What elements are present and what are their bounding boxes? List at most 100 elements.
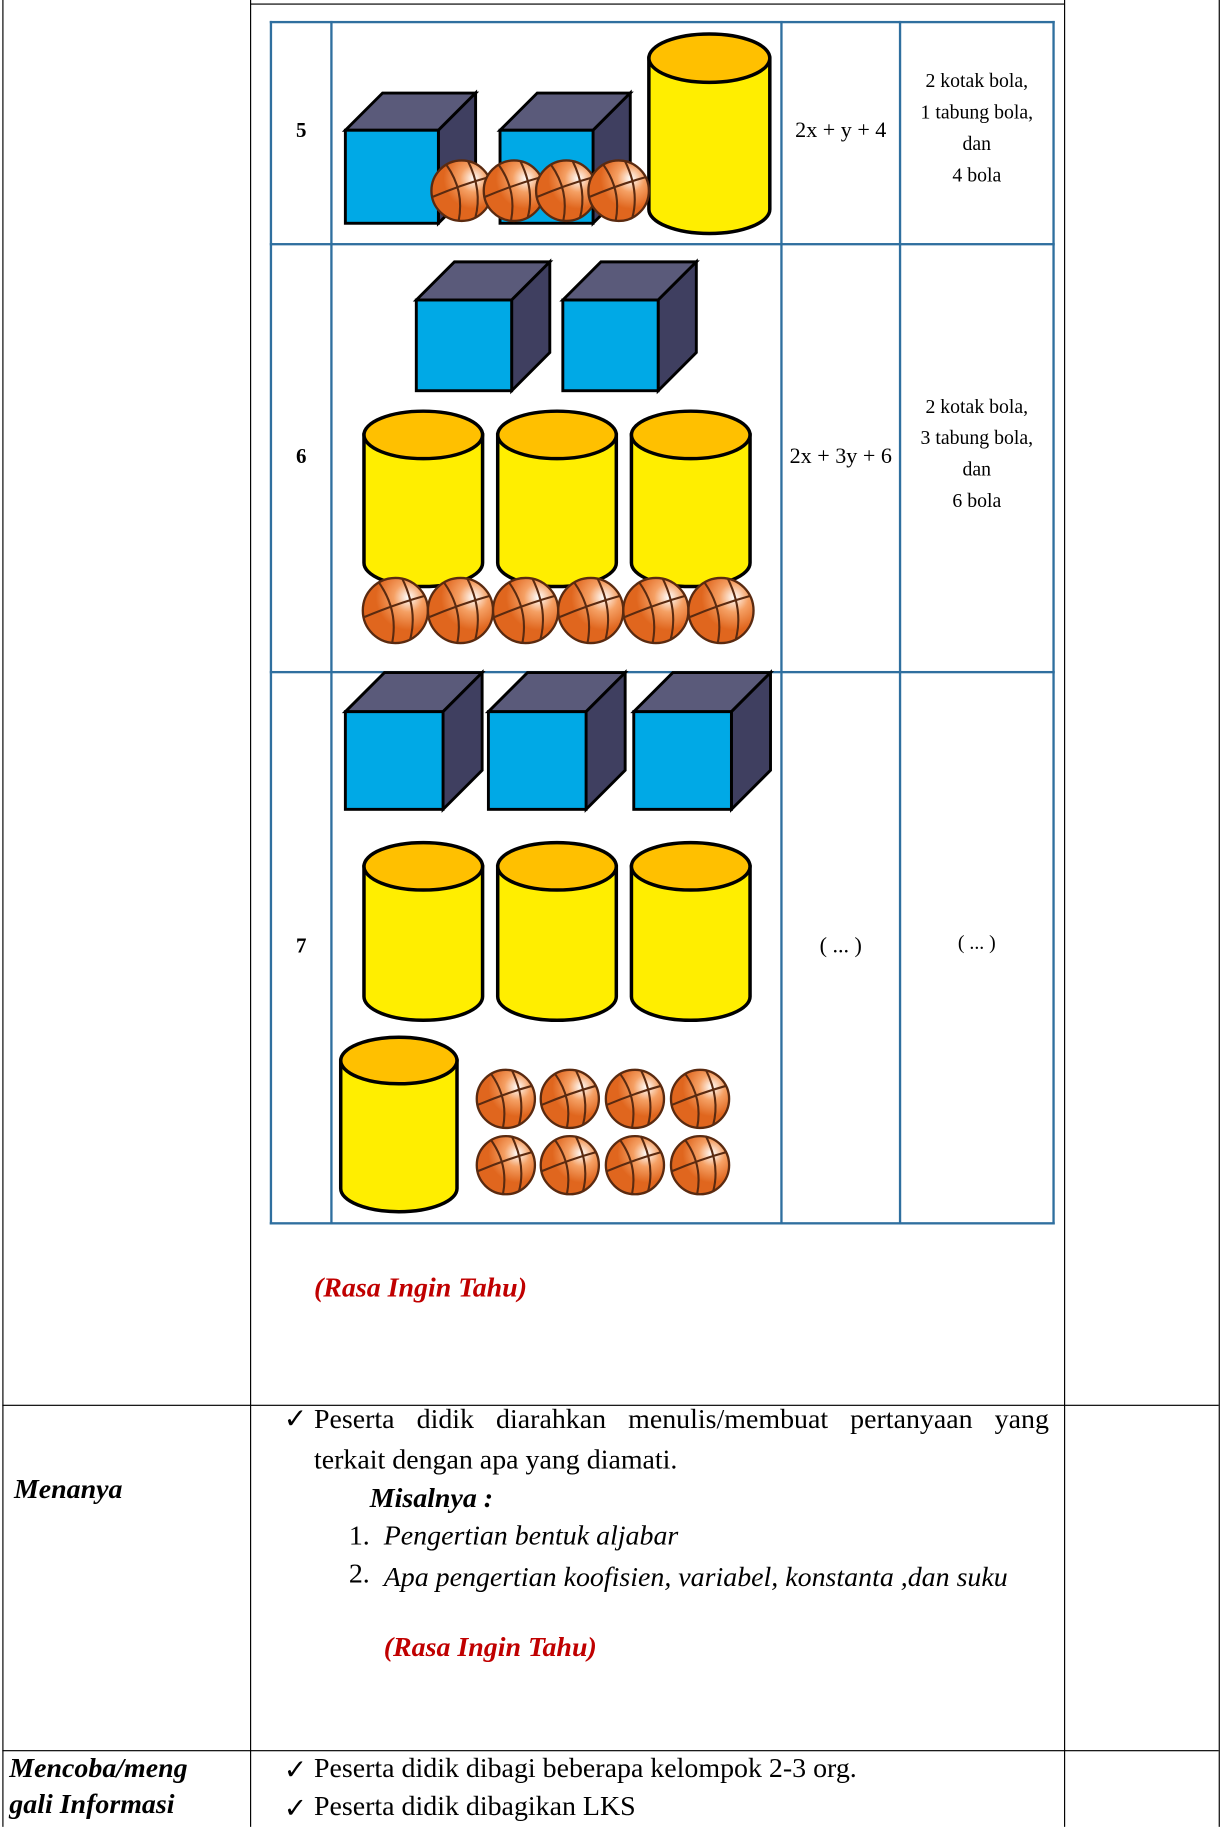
inner-border [269,20,1055,24]
cube-front [632,710,733,811]
ball-seam [494,577,556,644]
border [1064,0,1066,1827]
cube-front [486,710,588,811]
inner-border [269,20,273,1225]
cylinder-body [362,433,485,589]
description: 2 kotak bola, [925,394,1029,417]
cylinder-body [362,864,485,1023]
cylinder-top [495,409,619,461]
inner-border [269,1222,1055,1225]
description: ( ... ) [957,931,996,954]
ball [491,576,560,645]
ball [426,576,495,645]
ball-seam [559,577,621,644]
cube-front [343,128,440,225]
ball-seam [606,1135,662,1195]
border [250,3,1065,5]
ball-seam [429,577,491,644]
list-item: Pengertian bentuk aljabar [383,1521,679,1552]
expression: 2x + 3y + 6 [789,444,892,469]
stage-label: Menanya [13,1474,123,1505]
ball [622,576,690,645]
ball-seam [484,160,542,222]
cylinder-body [629,433,752,589]
row-number: 7 [295,933,307,958]
cube-front [414,298,514,393]
inner-border [780,20,783,1225]
stage-label: gali Informasi [9,1789,175,1820]
ball-seam [606,1069,662,1129]
inner-border [1052,20,1055,1225]
description: dan [962,131,992,155]
list-number: 1. [348,1521,370,1552]
ball-seam [689,577,751,644]
ball [587,159,651,223]
stage-label: Mencoba/meng [9,1753,188,1784]
ball-seam [537,160,594,222]
ball [669,1134,731,1196]
note: (Rasa Ingin Tahu) [313,1273,527,1304]
example-label: Misalnya : [369,1483,494,1515]
border [2,0,4,1827]
cube-front [561,298,660,393]
description: 6 bola [952,488,1002,512]
expression: 2x + y + 4 [795,118,887,144]
ball-seam [477,1135,533,1195]
ball [361,576,430,645]
ball-seam [541,1135,597,1195]
description: 2 kotak bola, [925,69,1029,92]
ball [557,576,625,645]
cube-front [343,710,445,811]
inner-border [898,20,902,1225]
expression: ( ... ) [819,933,862,959]
ball [687,576,755,645]
cylinder-body [338,1058,459,1214]
ball-seam [672,1069,727,1129]
inner-border [269,670,1055,674]
cylinder-top [338,1035,459,1086]
border [250,0,252,1827]
ball [539,1134,601,1196]
ball [475,1068,537,1130]
ball [604,1068,666,1130]
illustrations [338,32,775,1214]
ball-seam [432,160,490,222]
ball [669,1068,731,1130]
cylinder-top [629,409,752,461]
cylinder-body [647,56,772,236]
description: 4 bola [952,163,1002,186]
ball-seam [477,1069,533,1129]
row-number: 6 [295,444,307,468]
note: (Rasa Ingin Tahu) [383,1632,597,1663]
ball-seam [589,160,647,222]
ball-seam [364,577,425,644]
ball-seam [672,1135,727,1195]
row-number: 5 [295,118,307,142]
border [1218,0,1220,1827]
cylinder-top [362,409,485,461]
description: dan [962,457,992,480]
description: 1 tabung bola, [920,100,1034,123]
list-item: Apa pengertian koofisien, variabel, kons… [383,1562,1008,1594]
list-item: Peserta didik dibagikan LKS [284,1792,636,1826]
cylinder-top [629,840,752,892]
cylinder-top [647,32,772,85]
ball [539,1068,601,1130]
ball-seam [541,1069,597,1129]
ball [604,1134,666,1196]
inner-border [330,20,333,1225]
border [2,1750,1219,1752]
description: 3 tabung bola, [920,426,1034,449]
cylinder-body [629,864,752,1023]
list-item: Peserta didik dibagi beberapa kelompok 2… [284,1754,857,1788]
cylinder-body [495,433,619,589]
inner-border [269,243,1055,246]
ball [475,1134,537,1196]
ball-seam [624,577,686,644]
cylinder-top [362,840,485,892]
list-number: 2. [348,1559,370,1590]
paragraph: Peserta didik diarahkan menulis/membuat … [284,1400,1049,1481]
cylinder-top [495,840,619,892]
